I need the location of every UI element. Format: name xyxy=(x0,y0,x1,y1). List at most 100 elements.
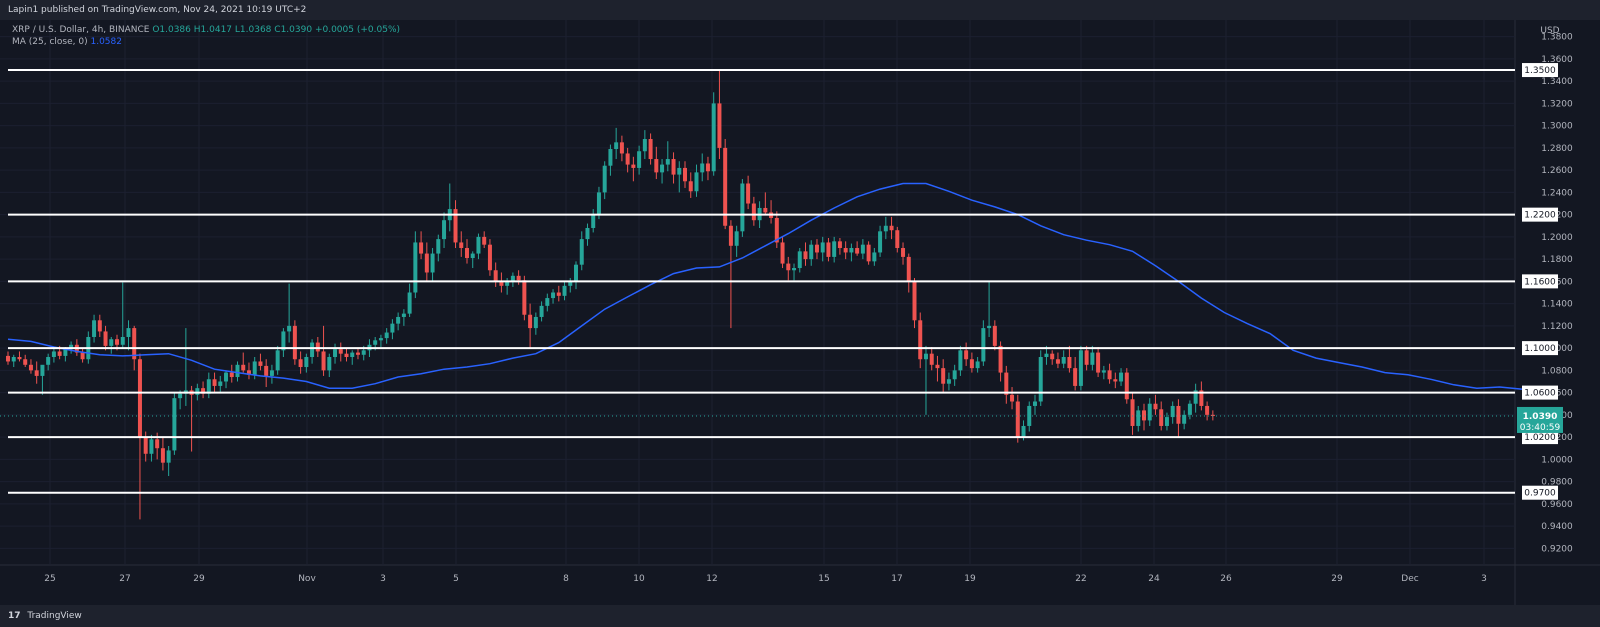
candle xyxy=(476,233,481,260)
candle-body xyxy=(522,280,527,315)
candle xyxy=(866,241,871,265)
candle xyxy=(637,145,642,175)
candle xyxy=(315,336,320,358)
candle-body xyxy=(1119,372,1124,382)
y-tick-label: 1.2600 xyxy=(1541,166,1573,176)
level-price-label: 1.1600 xyxy=(1524,277,1556,287)
y-tick-label: 1.2400 xyxy=(1541,188,1573,198)
candle xyxy=(212,372,217,393)
candle xyxy=(660,159,665,184)
candle-body xyxy=(596,192,601,215)
candle-body xyxy=(1055,359,1060,364)
candle xyxy=(1182,410,1187,430)
candle xyxy=(694,164,699,197)
candle-body xyxy=(1107,370,1112,380)
x-tick-label: Nov xyxy=(298,574,316,584)
candle-body xyxy=(310,342,315,358)
candle-body xyxy=(774,217,779,243)
candle xyxy=(786,256,791,281)
candle-body xyxy=(292,325,297,360)
candle xyxy=(700,153,705,182)
candle xyxy=(837,238,842,255)
candle xyxy=(883,216,888,240)
candle-body xyxy=(946,379,951,384)
candle xyxy=(1119,368,1124,386)
x-tick-label: 5 xyxy=(453,574,459,584)
x-tick-label: 24 xyxy=(1148,574,1160,584)
candle-body xyxy=(1050,353,1055,360)
candle-body xyxy=(137,359,142,438)
y-tick-label: 1.1800 xyxy=(1541,255,1573,265)
candle-body xyxy=(1159,409,1164,426)
candle xyxy=(1164,412,1169,431)
y-tick-label: 0.9800 xyxy=(1541,478,1573,488)
candle xyxy=(923,345,928,415)
candle xyxy=(166,445,171,477)
y-tick-label: 1.2800 xyxy=(1541,144,1573,154)
candle-body xyxy=(166,450,171,463)
candle-body xyxy=(1067,357,1072,369)
candle-body xyxy=(585,227,590,240)
candle xyxy=(964,342,969,366)
candle xyxy=(487,239,492,276)
level-price-badge xyxy=(1522,385,1558,400)
candle-body xyxy=(1130,399,1135,426)
candle xyxy=(1061,350,1066,369)
candle-body xyxy=(883,225,888,232)
candle-body xyxy=(1084,350,1089,365)
candle xyxy=(333,343,338,364)
tradingview-brand: TradingView xyxy=(27,611,82,621)
candle xyxy=(820,236,825,262)
candle xyxy=(493,262,498,287)
candle xyxy=(797,248,802,273)
candle-body xyxy=(493,270,498,282)
candle xyxy=(826,238,831,262)
candle-body xyxy=(476,236,481,254)
candle-body xyxy=(625,153,630,165)
candle xyxy=(562,281,567,301)
candle-body xyxy=(855,248,860,254)
candle xyxy=(327,353,332,378)
candle xyxy=(97,314,102,337)
candle xyxy=(470,251,475,269)
candle xyxy=(975,357,980,373)
candle-body xyxy=(252,361,257,375)
candle xyxy=(499,272,504,293)
candle xyxy=(1176,399,1181,438)
candle-body xyxy=(1124,372,1129,400)
candle-body xyxy=(51,351,56,358)
candle-body xyxy=(751,203,756,221)
level-price-label: 1.3500 xyxy=(1524,66,1556,76)
candle-body xyxy=(69,344,74,350)
current-price-badge xyxy=(1517,406,1563,433)
candle-body xyxy=(1010,394,1015,402)
candle xyxy=(419,231,424,260)
x-tick-label: 26 xyxy=(1220,574,1232,584)
candle-body xyxy=(545,298,550,306)
ma-value: 1.0582 xyxy=(90,37,122,47)
candle-body xyxy=(837,241,842,249)
candle-body xyxy=(1078,350,1083,386)
candle xyxy=(849,243,854,262)
level-price-badge xyxy=(1522,485,1558,500)
candle-body xyxy=(872,252,877,262)
candle-body xyxy=(728,225,733,246)
currency-label: USD xyxy=(1540,26,1559,36)
candle-body xyxy=(258,361,263,366)
y-tick-label: 1.2000 xyxy=(1541,233,1573,243)
ma-legend[interactable]: MA (25, close, 0) 1.0582 xyxy=(12,37,122,47)
candle xyxy=(935,355,940,382)
candle-body xyxy=(1096,352,1101,373)
symbol-legend[interactable]: XRP / U.S. Dollar, 4h, BINANCE O1.0386 H… xyxy=(12,25,400,35)
candle xyxy=(1210,410,1215,421)
candle xyxy=(941,359,946,393)
candle-body xyxy=(281,331,286,351)
candle xyxy=(17,351,22,362)
candle xyxy=(1159,401,1164,431)
candle-body xyxy=(407,292,412,314)
price-axis[interactable]: 1.3800 1.3600 1.3400 1.3200 1.3000 1.2800 1.26… xyxy=(1517,33,1573,555)
x-tick-label: 12 xyxy=(706,574,717,584)
time-axis[interactable]: 25 27 29 Nov 3 5 8 10 12 15 17 19 22 24 26 29 Dec 3 xyxy=(44,574,1487,584)
candle-body xyxy=(430,253,435,273)
